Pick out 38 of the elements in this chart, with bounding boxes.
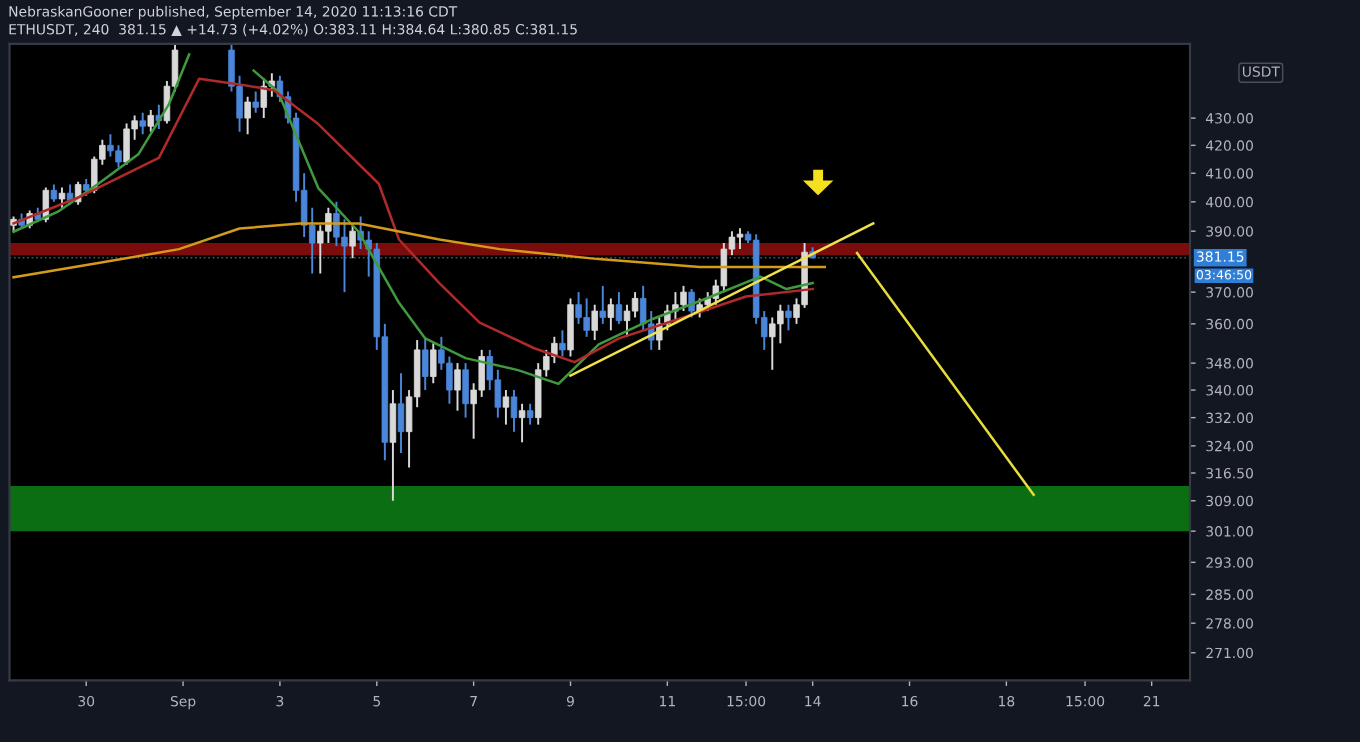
candlestick bbox=[688, 288, 695, 319]
candlestick bbox=[421, 335, 429, 392]
candlestick bbox=[736, 227, 744, 251]
candlestick bbox=[502, 389, 510, 426]
candlestick bbox=[591, 303, 598, 342]
candlestick bbox=[389, 389, 397, 502]
candlestick bbox=[446, 355, 453, 405]
candlestick bbox=[107, 133, 114, 158]
candlestick bbox=[518, 402, 526, 444]
candlestick bbox=[349, 224, 356, 260]
candlestick bbox=[631, 291, 639, 319]
candlestick bbox=[583, 297, 590, 338]
candlestick bbox=[526, 402, 534, 426]
candlestick bbox=[397, 372, 405, 455]
candlestick bbox=[615, 291, 623, 325]
candlestick bbox=[115, 144, 122, 169]
candlestick bbox=[325, 206, 332, 245]
candlestick bbox=[623, 303, 631, 338]
candlestick bbox=[559, 329, 566, 358]
candlestick bbox=[244, 95, 251, 136]
candlestick bbox=[599, 284, 607, 325]
candlestick bbox=[430, 342, 437, 385]
candlestick bbox=[575, 291, 582, 325]
candlestick bbox=[252, 90, 259, 114]
candlestick bbox=[777, 303, 784, 345]
candlestick bbox=[462, 362, 469, 419]
candlestick bbox=[785, 303, 792, 332]
candlestick bbox=[123, 122, 130, 166]
candlestick bbox=[567, 297, 574, 358]
candlestick bbox=[454, 362, 461, 412]
candlestick bbox=[341, 218, 348, 294]
candlestick bbox=[147, 109, 155, 133]
candlestick bbox=[510, 389, 518, 433]
candlestick bbox=[58, 186, 66, 209]
candlestick bbox=[680, 284, 687, 313]
candlestick bbox=[333, 200, 340, 248]
candlestick bbox=[139, 111, 146, 136]
candlestick bbox=[607, 297, 615, 332]
